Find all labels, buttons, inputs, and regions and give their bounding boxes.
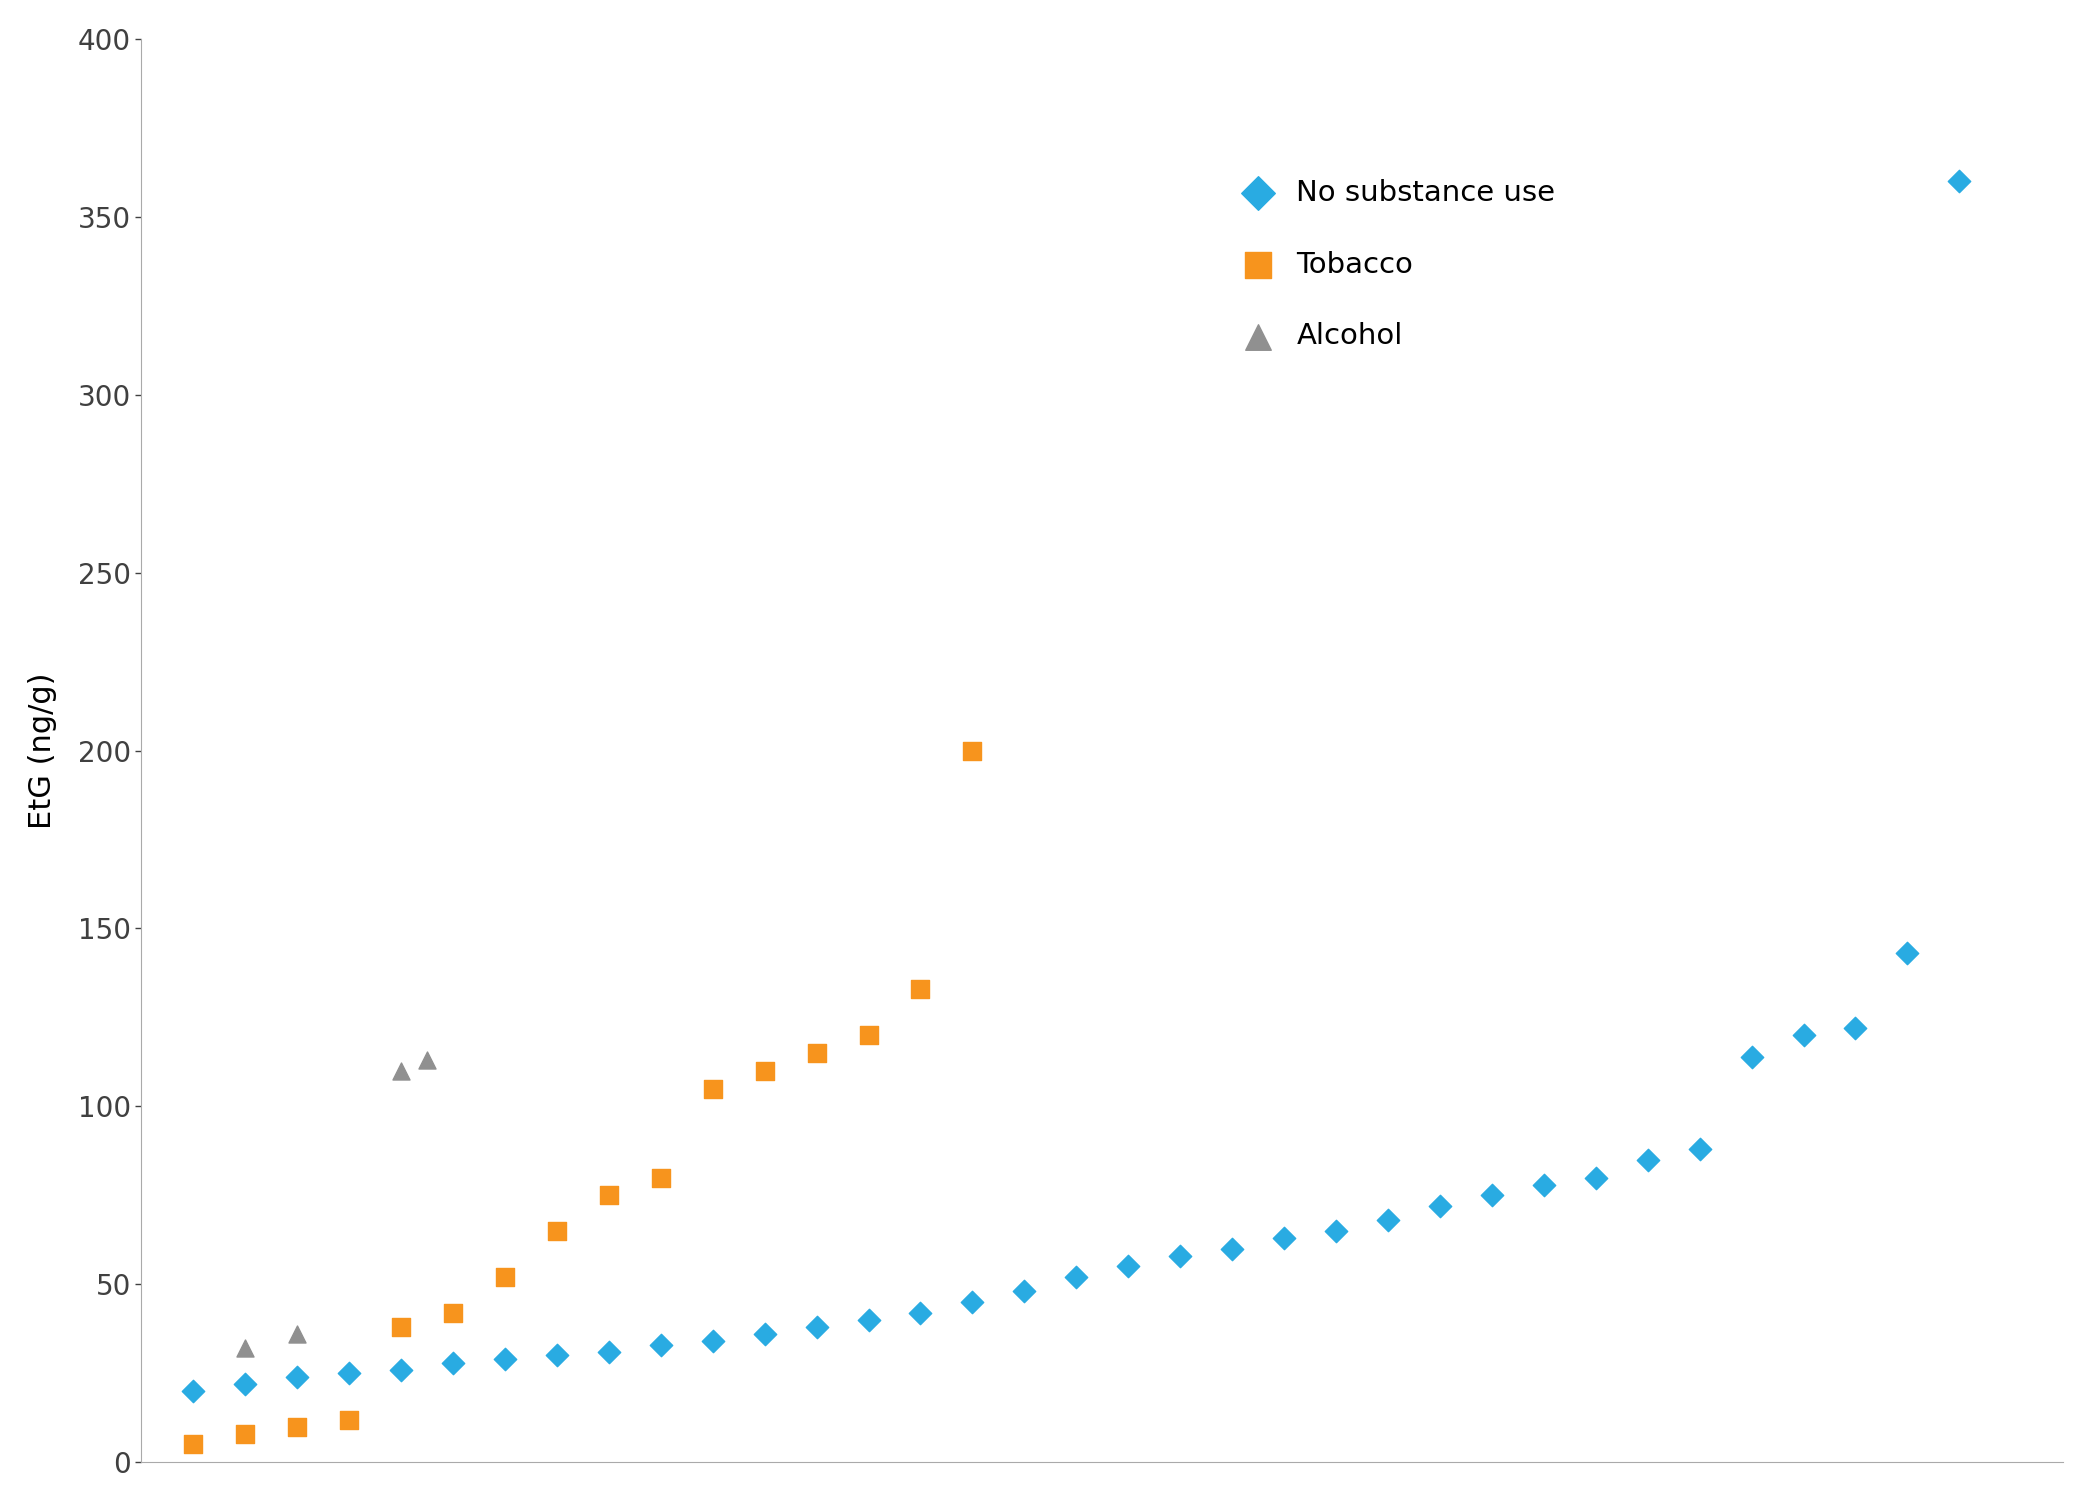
Tobacco xyxy=(903,977,937,1001)
No substance use xyxy=(1838,1016,1871,1040)
No substance use xyxy=(1267,1227,1301,1251)
No substance use xyxy=(385,1358,418,1382)
No substance use xyxy=(1683,1136,1717,1160)
No substance use xyxy=(539,1343,573,1367)
Tobacco xyxy=(437,1301,470,1325)
Tobacco xyxy=(332,1408,366,1432)
Alcohol xyxy=(280,1322,314,1346)
Y-axis label: EtG (ng/g): EtG (ng/g) xyxy=(27,672,56,829)
Tobacco xyxy=(851,1023,884,1047)
Alcohol xyxy=(228,1337,261,1361)
Tobacco xyxy=(592,1183,625,1207)
Tobacco xyxy=(228,1421,261,1445)
No substance use xyxy=(696,1329,730,1353)
Tobacco xyxy=(801,1041,834,1065)
No substance use xyxy=(644,1332,677,1356)
No substance use xyxy=(1215,1237,1248,1261)
No substance use xyxy=(956,1290,989,1314)
No substance use xyxy=(1943,169,1976,193)
No substance use xyxy=(1008,1279,1041,1304)
No substance use xyxy=(1112,1254,1146,1278)
No substance use xyxy=(1526,1172,1560,1197)
No substance use xyxy=(1474,1183,1508,1207)
No substance use xyxy=(749,1322,782,1346)
No substance use xyxy=(592,1340,625,1364)
Tobacco xyxy=(749,1059,782,1084)
Tobacco xyxy=(539,1219,573,1243)
No substance use xyxy=(1631,1148,1664,1172)
No substance use xyxy=(487,1347,521,1371)
No substance use xyxy=(437,1350,470,1374)
No substance use xyxy=(903,1301,937,1325)
No substance use xyxy=(332,1361,366,1385)
Tobacco xyxy=(644,1165,677,1189)
Tobacco xyxy=(956,738,989,763)
No substance use xyxy=(1060,1264,1094,1288)
Alcohol xyxy=(385,1059,418,1084)
No substance use xyxy=(1788,1023,1821,1047)
Alcohol xyxy=(410,1047,443,1071)
No substance use xyxy=(1372,1209,1405,1233)
Tobacco xyxy=(280,1415,314,1439)
Tobacco xyxy=(696,1076,730,1100)
No substance use xyxy=(1163,1243,1196,1267)
No substance use xyxy=(1736,1044,1769,1068)
No substance use xyxy=(1424,1194,1457,1218)
No substance use xyxy=(1579,1165,1612,1189)
No substance use xyxy=(1319,1219,1353,1243)
No substance use xyxy=(851,1308,884,1332)
Tobacco xyxy=(385,1316,418,1340)
No substance use xyxy=(176,1379,209,1403)
Tobacco xyxy=(176,1432,209,1456)
Legend: No substance use, Tobacco, Alcohol: No substance use, Tobacco, Alcohol xyxy=(1232,167,1566,362)
No substance use xyxy=(228,1371,261,1395)
No substance use xyxy=(1890,942,1924,966)
Tobacco xyxy=(487,1264,521,1288)
No substance use xyxy=(801,1316,834,1340)
No substance use xyxy=(280,1365,314,1389)
